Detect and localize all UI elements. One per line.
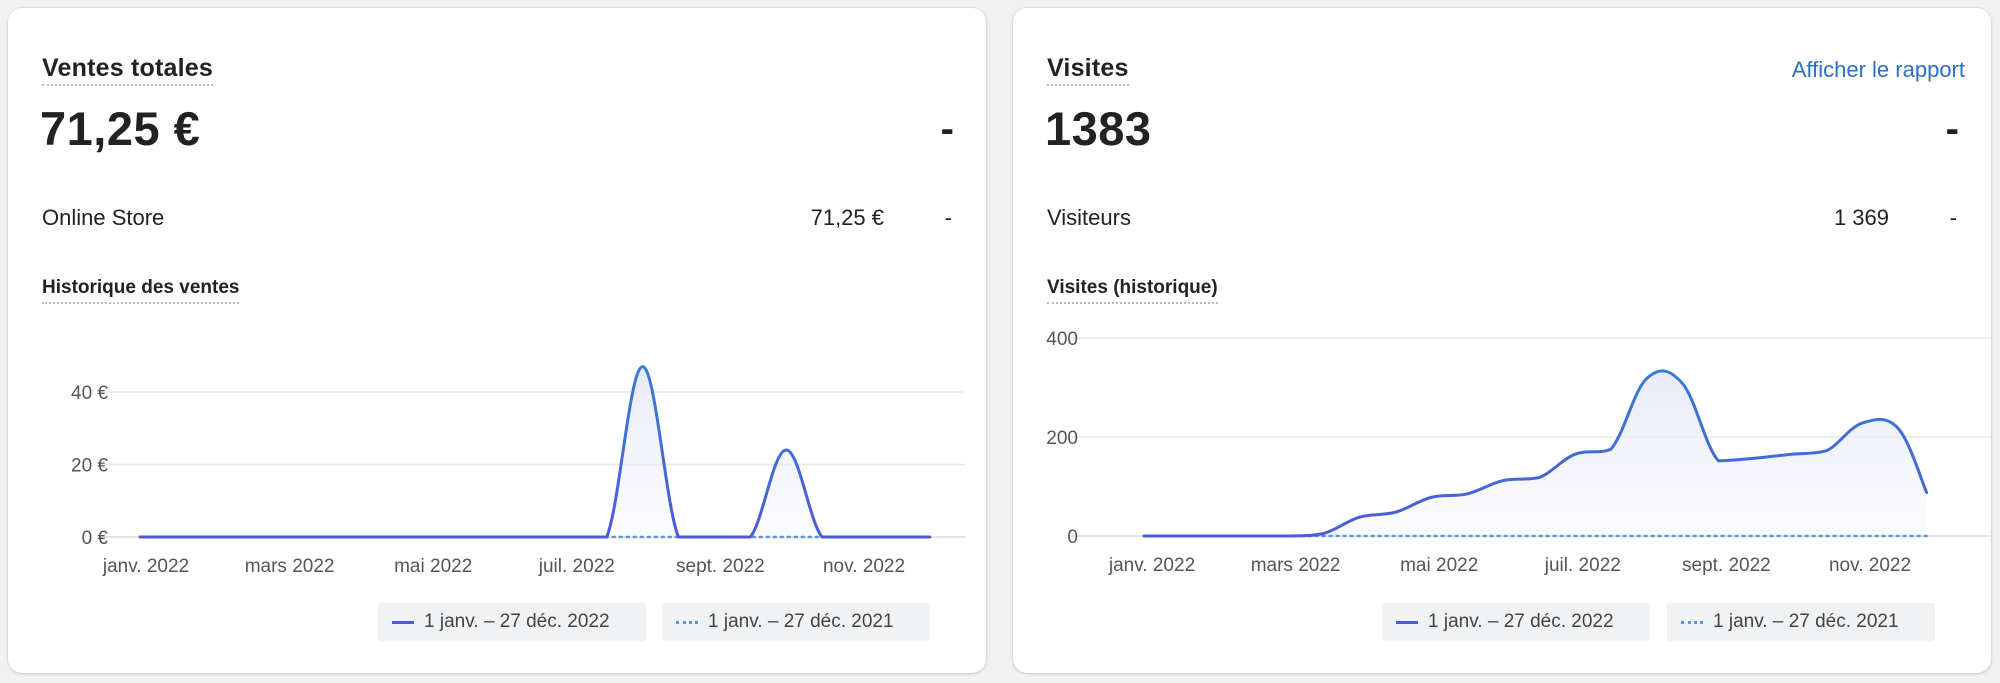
legend-dotted-line-icon bbox=[676, 620, 698, 624]
x-tick-label: mai 2022 bbox=[1400, 555, 1478, 576]
x-tick-label: juil. 2022 bbox=[1544, 555, 1621, 576]
x-tick-label: mai 2022 bbox=[394, 556, 472, 577]
current-period-line bbox=[1142, 369, 1929, 538]
legend-previous-period[interactable]: 1 janv. – 27 déc. 2021 bbox=[1667, 603, 1935, 641]
visits-chart-title[interactable]: Visites (historique) bbox=[1047, 276, 1218, 304]
x-tick-label: juil. 2022 bbox=[538, 556, 615, 577]
legend-previous-period[interactable]: 1 janv. – 27 déc. 2021 bbox=[662, 603, 930, 641]
y-tick-label: 0 bbox=[1067, 527, 1078, 548]
sales-channel-value: 71,25 € bbox=[810, 205, 884, 230]
current-period-area bbox=[1144, 370, 1927, 536]
visits-card-title[interactable]: Visites bbox=[1047, 54, 1129, 86]
sales-total-change: - bbox=[940, 107, 954, 151]
x-tick-label: sept. 2022 bbox=[676, 556, 765, 577]
x-tick-label: sept. 2022 bbox=[1682, 555, 1771, 576]
y-tick-label: 400 bbox=[1046, 329, 1078, 350]
view-report-link[interactable]: Afficher le rapport bbox=[1791, 57, 1965, 82]
sales-chart-title[interactable]: Historique des ventes bbox=[42, 276, 240, 304]
visits-history-chart[interactable]: 0 200 400 janv. 2022 mars 2022 mai 2022 juil. … bbox=[1013, 308, 1991, 588]
sales-channel-label: Online Store bbox=[42, 205, 165, 230]
x-tick-label: mars 2022 bbox=[245, 556, 335, 577]
sales-history-chart[interactable]: 0 € 20 € 40 € janv. 2022 mars 2022 mai 2022 ju… bbox=[8, 308, 986, 588]
sales-card-title[interactable]: Ventes totales bbox=[42, 54, 213, 86]
sales-channel-change: - bbox=[944, 205, 952, 230]
y-tick-label: 200 bbox=[1046, 428, 1078, 449]
legend-previous-label: 1 janv. – 27 déc. 2021 bbox=[1713, 611, 1899, 632]
visitors-label: Visiteurs bbox=[1047, 205, 1131, 230]
legend-current-period[interactable]: 1 janv. – 27 déc. 2022 bbox=[378, 603, 646, 641]
legend-current-period[interactable]: 1 janv. – 27 déc. 2022 bbox=[1382, 603, 1650, 641]
x-tick-label: mars 2022 bbox=[1251, 555, 1341, 576]
current-period-line bbox=[138, 365, 932, 539]
y-tick-label: 40 € bbox=[71, 383, 108, 404]
legend-previous-label: 1 janv. – 27 déc. 2021 bbox=[708, 611, 894, 632]
x-tick-label: nov. 2022 bbox=[1829, 555, 1911, 576]
legend-dotted-line-icon bbox=[1681, 620, 1703, 624]
visitors-value: 1 369 bbox=[1833, 205, 1889, 230]
visitors-change: - bbox=[1949, 205, 1957, 230]
sales-total-value: 71,25 € bbox=[40, 102, 201, 155]
x-tick-label: janv. 2022 bbox=[102, 556, 189, 577]
legend-current-label: 1 janv. – 27 déc. 2022 bbox=[1428, 611, 1614, 632]
legend-solid-line-icon bbox=[1396, 620, 1418, 624]
y-tick-label: 0 € bbox=[82, 528, 109, 549]
x-tick-label: nov. 2022 bbox=[823, 556, 905, 577]
y-tick-label: 20 € bbox=[71, 456, 108, 477]
visits-card: Visites Afficher le rapport 1383 - Visit… bbox=[1013, 8, 1991, 673]
sales-card: Ventes totales 71,25 € - Online Store 71… bbox=[8, 8, 986, 673]
legend-solid-line-icon bbox=[392, 620, 414, 624]
x-tick-label: janv. 2022 bbox=[1108, 555, 1195, 576]
visits-total-value: 1383 bbox=[1045, 102, 1152, 155]
legend-current-label: 1 janv. – 27 déc. 2022 bbox=[424, 611, 610, 632]
visits-total-change: - bbox=[1945, 107, 1959, 151]
